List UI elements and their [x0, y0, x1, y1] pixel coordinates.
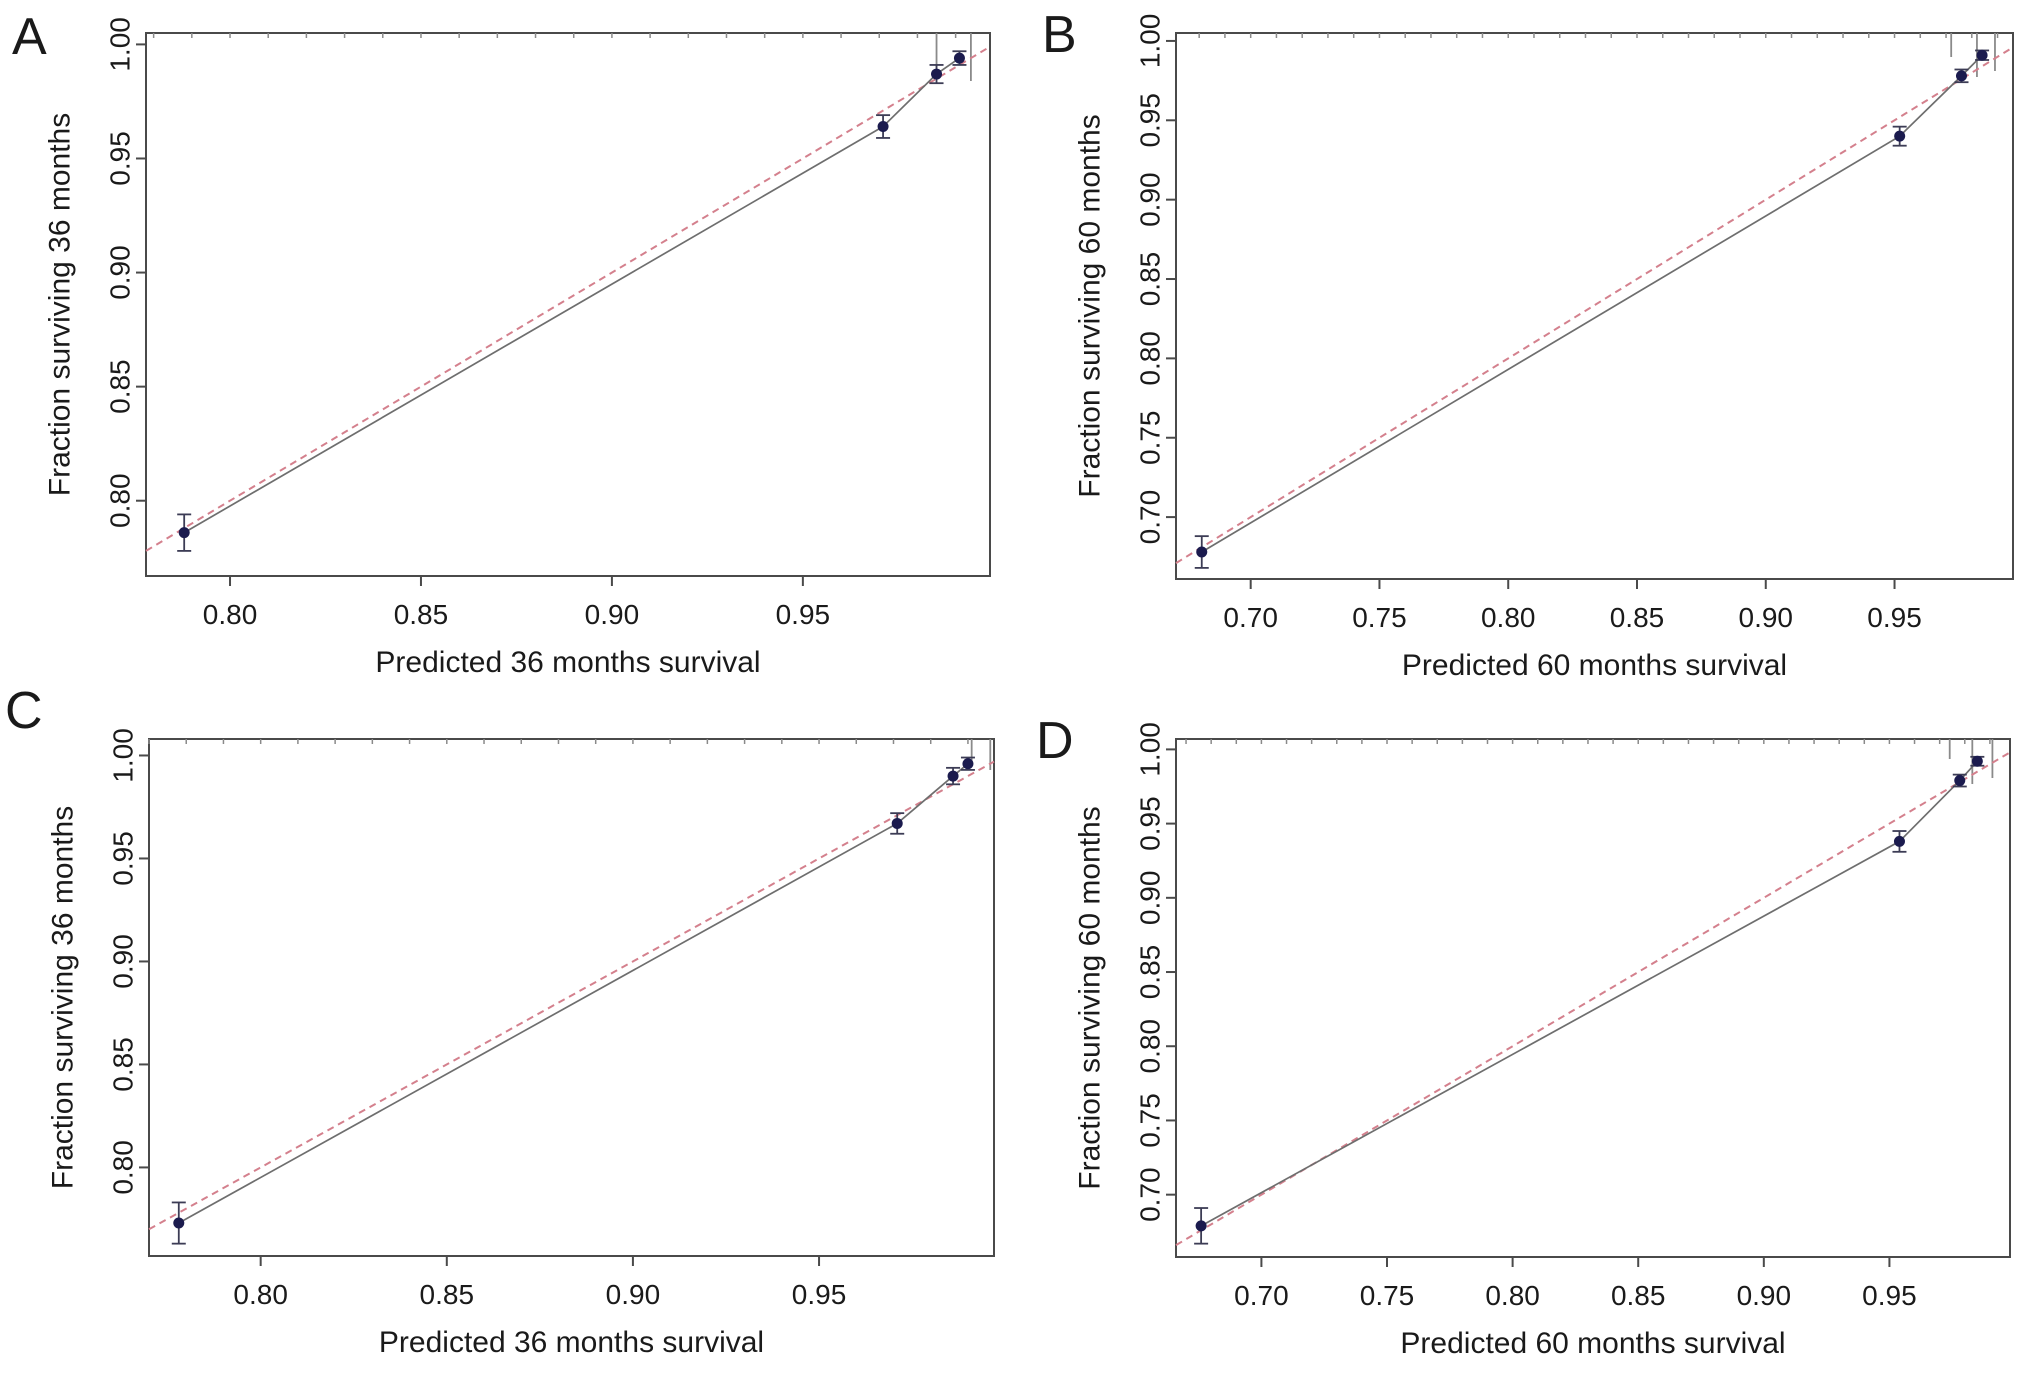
data-point — [891, 817, 903, 829]
y-tick-label: 1.00 — [105, 17, 136, 72]
y-tick-label: 1.00 — [1135, 14, 1166, 69]
panel-C: 0.80 0.85 0.90 0.95 0.80 0.85 0.90 0.95 1.00 Pred… — [5, 682, 995, 1359]
y-tick-label: 0.90 — [1135, 172, 1166, 227]
x-axis-title-D: Predicted 60 months survival — [1400, 1327, 1785, 1360]
y-tick-label: 1.00 — [1135, 722, 1166, 777]
calibration-line — [183, 57, 960, 534]
plot-box-C — [148, 738, 995, 1257]
x-tick-label: 0.90 — [585, 599, 640, 630]
panel-label-A: A — [12, 8, 47, 66]
panel-D: 0.70 0.75 0.80 0.85 0.90 0.95 0.70 0.75 0.80 0.85… — [1036, 712, 2011, 1360]
x-tick-label: 0.70 — [1223, 602, 1278, 633]
ideal-diagonal-line — [148, 760, 995, 1231]
calibration-line — [178, 763, 969, 1224]
data-point — [1971, 755, 1983, 767]
panel-label-C: C — [5, 682, 43, 740]
plot-box-B — [1175, 32, 2014, 580]
y-tick-label: 0.90 — [105, 245, 136, 300]
data-point — [877, 121, 889, 133]
x-axis-title-B: Predicted 60 months survival — [1402, 649, 1787, 682]
y-axis-title-D: Fraction surviving 60 months — [1074, 806, 1107, 1190]
x-tick-label: 0.85 — [420, 1279, 475, 1310]
x-axis-title-C: Predicted 36 months survival — [379, 1326, 764, 1359]
x-tick-label: 0.85 — [1611, 1280, 1666, 1311]
data-point — [1196, 546, 1208, 558]
data-point — [173, 1217, 185, 1229]
plot-box-D — [1175, 738, 2011, 1258]
x-tick-label: 0.90 — [1737, 1280, 1792, 1311]
y-tick-label: 0.80 — [108, 1140, 139, 1195]
y-axis-title-B: Fraction surviving 60 months — [1074, 114, 1107, 498]
y-tick-label: 0.70 — [1135, 490, 1166, 545]
calibration-line — [1200, 760, 1978, 1227]
x-tick-label: 0.75 — [1352, 602, 1407, 633]
y-tick-label: 0.95 — [105, 131, 136, 186]
y-tick-label: 0.75 — [1135, 1093, 1166, 1148]
data-point — [1976, 49, 1988, 61]
y-tick-label: 0.75 — [1135, 410, 1166, 465]
x-tick-label: 0.80 — [233, 1279, 288, 1310]
data-point — [178, 527, 190, 539]
x-tick-label: 0.85 — [394, 599, 449, 630]
panel-label-B: B — [1042, 6, 1077, 64]
y-tick-label: 0.95 — [108, 831, 139, 886]
y-axis-title-C: Fraction surviving 36 months — [47, 806, 80, 1190]
x-tick-label: 0.80 — [1485, 1280, 1540, 1311]
y-tick-label: 0.80 — [1135, 331, 1166, 386]
panel-label-D: D — [1036, 712, 1074, 770]
data-point — [1894, 130, 1906, 142]
x-axis-title-A: Predicted 36 months survival — [375, 646, 760, 679]
ideal-diagonal-line — [1175, 46, 2014, 564]
data-point — [1195, 1220, 1207, 1232]
y-tick-label: 0.95 — [1135, 93, 1166, 148]
y-tick-label: 1.00 — [108, 728, 139, 783]
data-point — [947, 770, 959, 782]
panel-A: 0.80 0.85 0.90 0.95 0.80 0.85 0.90 0.95 1.00 Pred… — [12, 8, 991, 679]
y-tick-label: 0.90 — [108, 934, 139, 989]
x-tick-label: 0.90 — [1739, 602, 1794, 633]
y-tick-label: 0.70 — [1135, 1167, 1166, 1222]
calibration-line — [1201, 54, 1983, 553]
x-tick-label: 0.70 — [1234, 1280, 1289, 1311]
data-point — [931, 68, 943, 80]
x-tick-label: 0.85 — [1610, 602, 1665, 633]
x-tick-label: 0.80 — [203, 599, 258, 630]
x-tick-label: 0.95 — [776, 599, 831, 630]
data-point — [953, 52, 965, 64]
y-tick-label: 0.85 — [1135, 945, 1166, 1000]
x-tick-label: 0.75 — [1360, 1280, 1415, 1311]
y-tick-label: 0.85 — [105, 359, 136, 414]
y-tick-label: 0.85 — [108, 1037, 139, 1092]
x-tick-label: 0.95 — [792, 1279, 847, 1310]
data-point — [1893, 835, 1905, 847]
x-tick-label: 0.95 — [1862, 1280, 1917, 1311]
y-tick-label: 0.95 — [1135, 796, 1166, 851]
y-tick-label: 0.85 — [1135, 252, 1166, 307]
panel-B: 0.70 0.75 0.80 0.85 0.90 0.95 0.70 0.75 0.80 0.85… — [1042, 6, 2014, 682]
y-tick-label: 0.80 — [105, 473, 136, 528]
x-tick-label: 0.95 — [1867, 602, 1922, 633]
x-tick-label: 0.80 — [1481, 602, 1536, 633]
ideal-diagonal-line — [145, 45, 991, 552]
x-tick-label: 0.90 — [606, 1279, 661, 1310]
y-tick-label: 0.90 — [1135, 871, 1166, 926]
y-tick-label: 0.80 — [1135, 1019, 1166, 1074]
data-point — [962, 758, 974, 770]
data-point — [1955, 70, 1967, 82]
plot-box-A — [145, 32, 991, 577]
y-axis-title-A: Fraction surviving 36 months — [44, 113, 77, 497]
data-point — [1954, 775, 1966, 787]
